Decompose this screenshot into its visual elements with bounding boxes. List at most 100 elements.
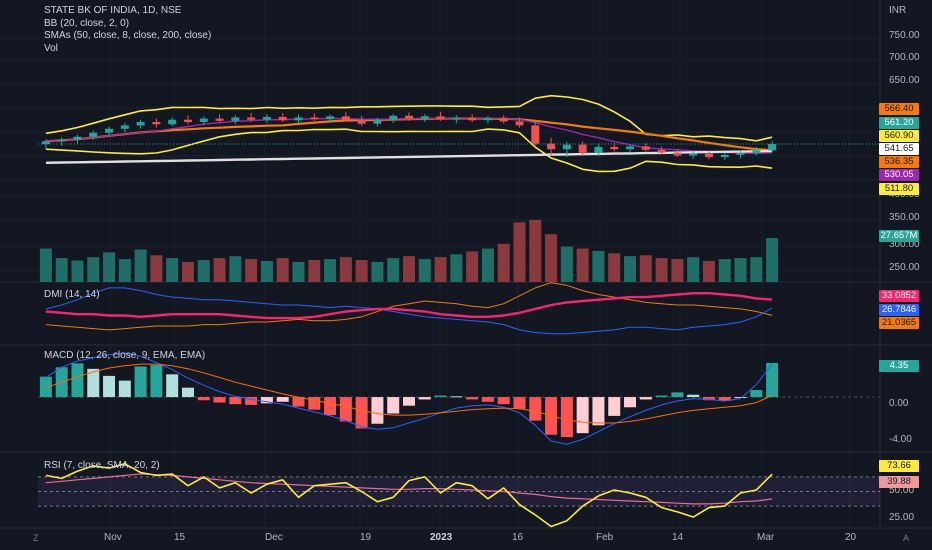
candle-body — [215, 118, 224, 121]
candle-body — [278, 116, 287, 121]
macd-tick: 0.00 — [889, 398, 909, 409]
volume-bar — [481, 248, 494, 282]
legend-bb[interactable]: BB (20, close, 2, 0) — [44, 17, 130, 29]
volume-bar — [339, 257, 352, 282]
macd-histogram-bar — [308, 397, 321, 410]
volume-bar — [150, 255, 163, 282]
candle-body — [326, 116, 335, 120]
candle-body — [57, 139, 66, 142]
macd-histogram-bar — [260, 397, 273, 404]
corner-a-button[interactable]: A — [903, 533, 910, 543]
macd-histogram-bar — [276, 397, 289, 402]
price-tick: 650.00 — [889, 75, 920, 86]
candle-body — [452, 117, 461, 120]
currency-label: INR — [889, 5, 907, 16]
rsi-line — [45, 462, 773, 528]
volume-bar — [260, 260, 273, 282]
candle-body — [120, 125, 129, 129]
candle-body — [436, 116, 445, 120]
candle-body — [610, 146, 619, 150]
macd-histogram-bar — [702, 397, 715, 401]
volume-bar — [134, 249, 147, 282]
price-tick: 700.00 — [889, 52, 920, 63]
volume-bar — [103, 252, 116, 282]
candle-body — [231, 117, 240, 121]
volume-bar — [276, 258, 289, 282]
volume-bar — [608, 253, 621, 282]
macd-histogram-bar — [292, 397, 305, 407]
dmi-label[interactable]: DMI (14, 14) — [44, 289, 100, 300]
value-badge: 33.0852 — [879, 290, 919, 302]
macd-histogram-bar — [481, 397, 494, 402]
volume-bar — [639, 255, 652, 282]
candle-body — [594, 146, 603, 153]
x-tick-19: 19 — [360, 532, 372, 543]
macd-histogram-bar — [529, 397, 542, 421]
x-tick-14: 14 — [672, 532, 684, 543]
volume-bar — [592, 250, 605, 282]
volume-bar — [39, 248, 52, 282]
volume-bar — [434, 257, 447, 282]
bollinger-lower-line — [45, 128, 773, 173]
macd-histogram-bar — [671, 392, 684, 398]
macd-histogram-bar — [608, 397, 621, 416]
value-badge: 73.66 — [879, 460, 919, 472]
rsi-label[interactable]: RSI (7, close, SMA, 20, 2) — [44, 460, 160, 471]
macd-histogram-bar — [371, 397, 384, 424]
macd-histogram-bar — [655, 395, 668, 398]
candle-body — [547, 143, 556, 150]
macd-histogram-bar — [750, 390, 763, 398]
macd-histogram-bar — [718, 397, 731, 401]
macd-histogram-bar — [418, 397, 431, 400]
dmi-pane — [45, 282, 773, 335]
candle-body — [641, 146, 650, 150]
volume-bar — [324, 259, 337, 282]
volume-bar — [245, 259, 258, 282]
candle-body — [515, 121, 524, 126]
value-badge: 4.35 — [879, 360, 919, 372]
macd-histogram-bar — [355, 397, 368, 429]
candle-body — [420, 116, 429, 119]
legend-title[interactable]: STATE BK OF INDIA, 1D, NSE — [44, 5, 182, 16]
legend-smas[interactable]: SMAs (50, close, 8, close, 200, close) — [44, 30, 212, 41]
candle-body — [89, 132, 98, 137]
volume-bar — [718, 259, 731, 282]
macd-histogram-bar — [134, 366, 147, 398]
macd-signal-line — [45, 363, 773, 424]
macd-line — [45, 352, 773, 445]
value-badge: 511.80 — [879, 183, 919, 195]
macd-histogram-bar — [560, 397, 573, 438]
value-badge: 541.65 — [879, 143, 919, 155]
price-tick: 750.00 — [889, 30, 920, 41]
candle-body — [562, 144, 571, 150]
volume-pane — [39, 219, 779, 282]
x-tick-20: 20 — [845, 532, 857, 543]
macd-histogram-bar — [339, 397, 352, 422]
macd-histogram-bar — [213, 397, 226, 403]
candle-body — [105, 128, 114, 133]
value-badge: 27.657M — [879, 230, 919, 242]
price-pane[interactable] — [38, 94, 880, 173]
x-tick-2023: 2023 — [430, 532, 453, 543]
volume-bar — [750, 257, 763, 282]
value-badge: 536.35 — [879, 156, 919, 168]
macd-histogram-bar — [39, 376, 52, 398]
di-plus-line — [45, 287, 773, 335]
main-legend[interactable]: STATE BK OF INDIA, 1D, NSE BB (20, close… — [44, 5, 211, 55]
candle-body — [483, 118, 492, 121]
volume-bar — [118, 259, 131, 282]
macd-label[interactable]: MACD (12, 26, close, 9, EMA, EMA) — [44, 350, 206, 361]
macd-pane — [38, 352, 880, 445]
candle-body — [531, 125, 540, 144]
x-tick-mar: Mar — [757, 532, 775, 543]
candle-body — [468, 117, 477, 121]
macd-histogram-bar — [71, 363, 84, 398]
legend-vol[interactable]: Vol — [44, 42, 58, 54]
volume-tick: 250.00 — [889, 262, 920, 273]
value-badge: 39.88 — [879, 476, 919, 488]
value-badge: 560.90 — [879, 130, 919, 142]
corner-z-button[interactable]: Z — [33, 533, 39, 543]
volume-bar — [466, 251, 479, 282]
volume-bar — [403, 256, 415, 282]
